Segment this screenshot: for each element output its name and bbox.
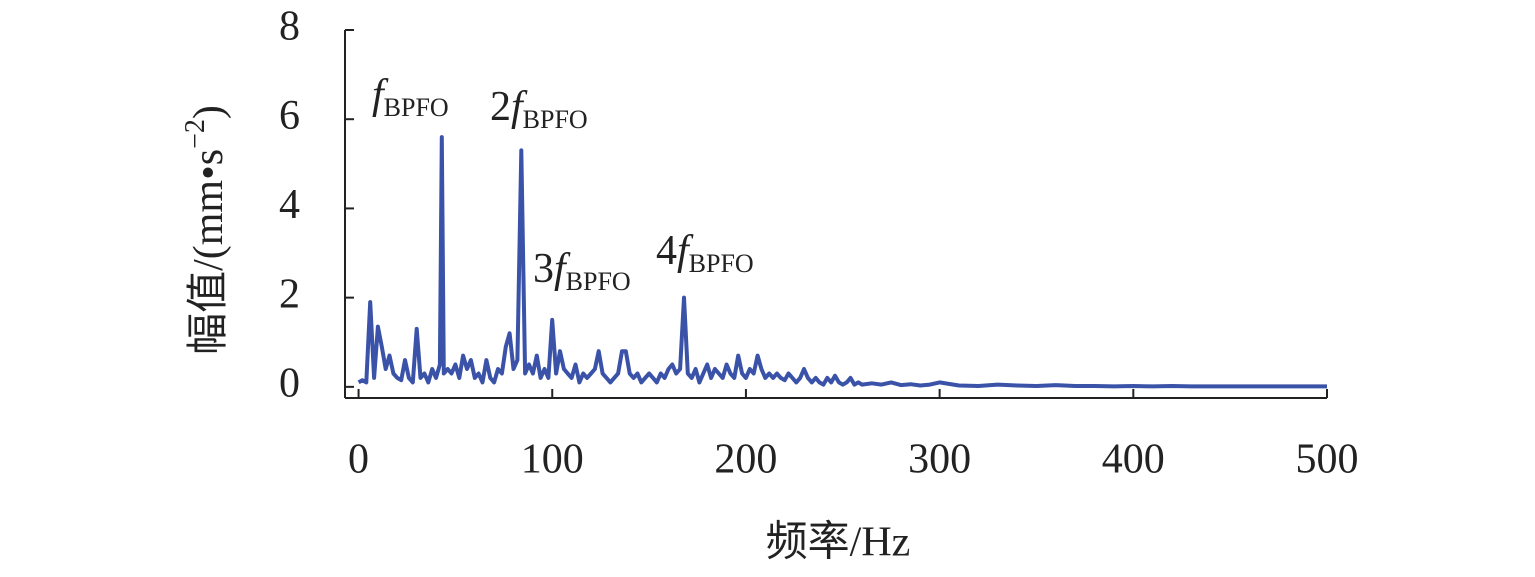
x-tick-label: 400 <box>1102 437 1165 483</box>
annotation-subscript: BPFO <box>384 93 449 122</box>
annotation-subscript: BPFO <box>523 105 588 134</box>
y-axis-label-end: ) <box>186 105 232 119</box>
y-axis-label-sup: −2 <box>180 119 211 149</box>
y-axis-label: 幅值/(mm•s−2) <box>180 105 231 355</box>
annotation-coefficient: 4 <box>656 228 677 274</box>
spectrum-line <box>357 135 1327 389</box>
x-tick-label: 300 <box>908 437 971 483</box>
peak-annotation: 2fBPFO <box>490 84 588 134</box>
x-tick-label: 200 <box>714 437 777 483</box>
y-tick-label: 6 <box>279 93 300 139</box>
annotation-coefficient: 2 <box>490 84 511 130</box>
x-tick-label: 0 <box>348 437 369 483</box>
x-axis-label: 频率/Hz <box>766 519 911 566</box>
y-tick-label: 4 <box>279 182 300 228</box>
peak-annotation: 4fBPFO <box>656 228 754 278</box>
annotation-coefficient: 3 <box>533 246 554 292</box>
y-tick-label: 2 <box>279 271 300 317</box>
x-tick-label: 500 <box>1296 437 1359 483</box>
annotation-subscript: BPFO <box>566 267 631 296</box>
y-axis-label-main: 幅值/(mm•s <box>186 149 232 355</box>
peak-annotation: 3fBPFO <box>533 246 631 296</box>
y-tick-label: 0 <box>279 360 300 406</box>
x-tick-label: 100 <box>521 437 584 483</box>
y-tick-label: 8 <box>279 4 300 50</box>
peak-annotation: fBPFO <box>372 72 449 122</box>
annotation-subscript: BPFO <box>689 249 754 278</box>
